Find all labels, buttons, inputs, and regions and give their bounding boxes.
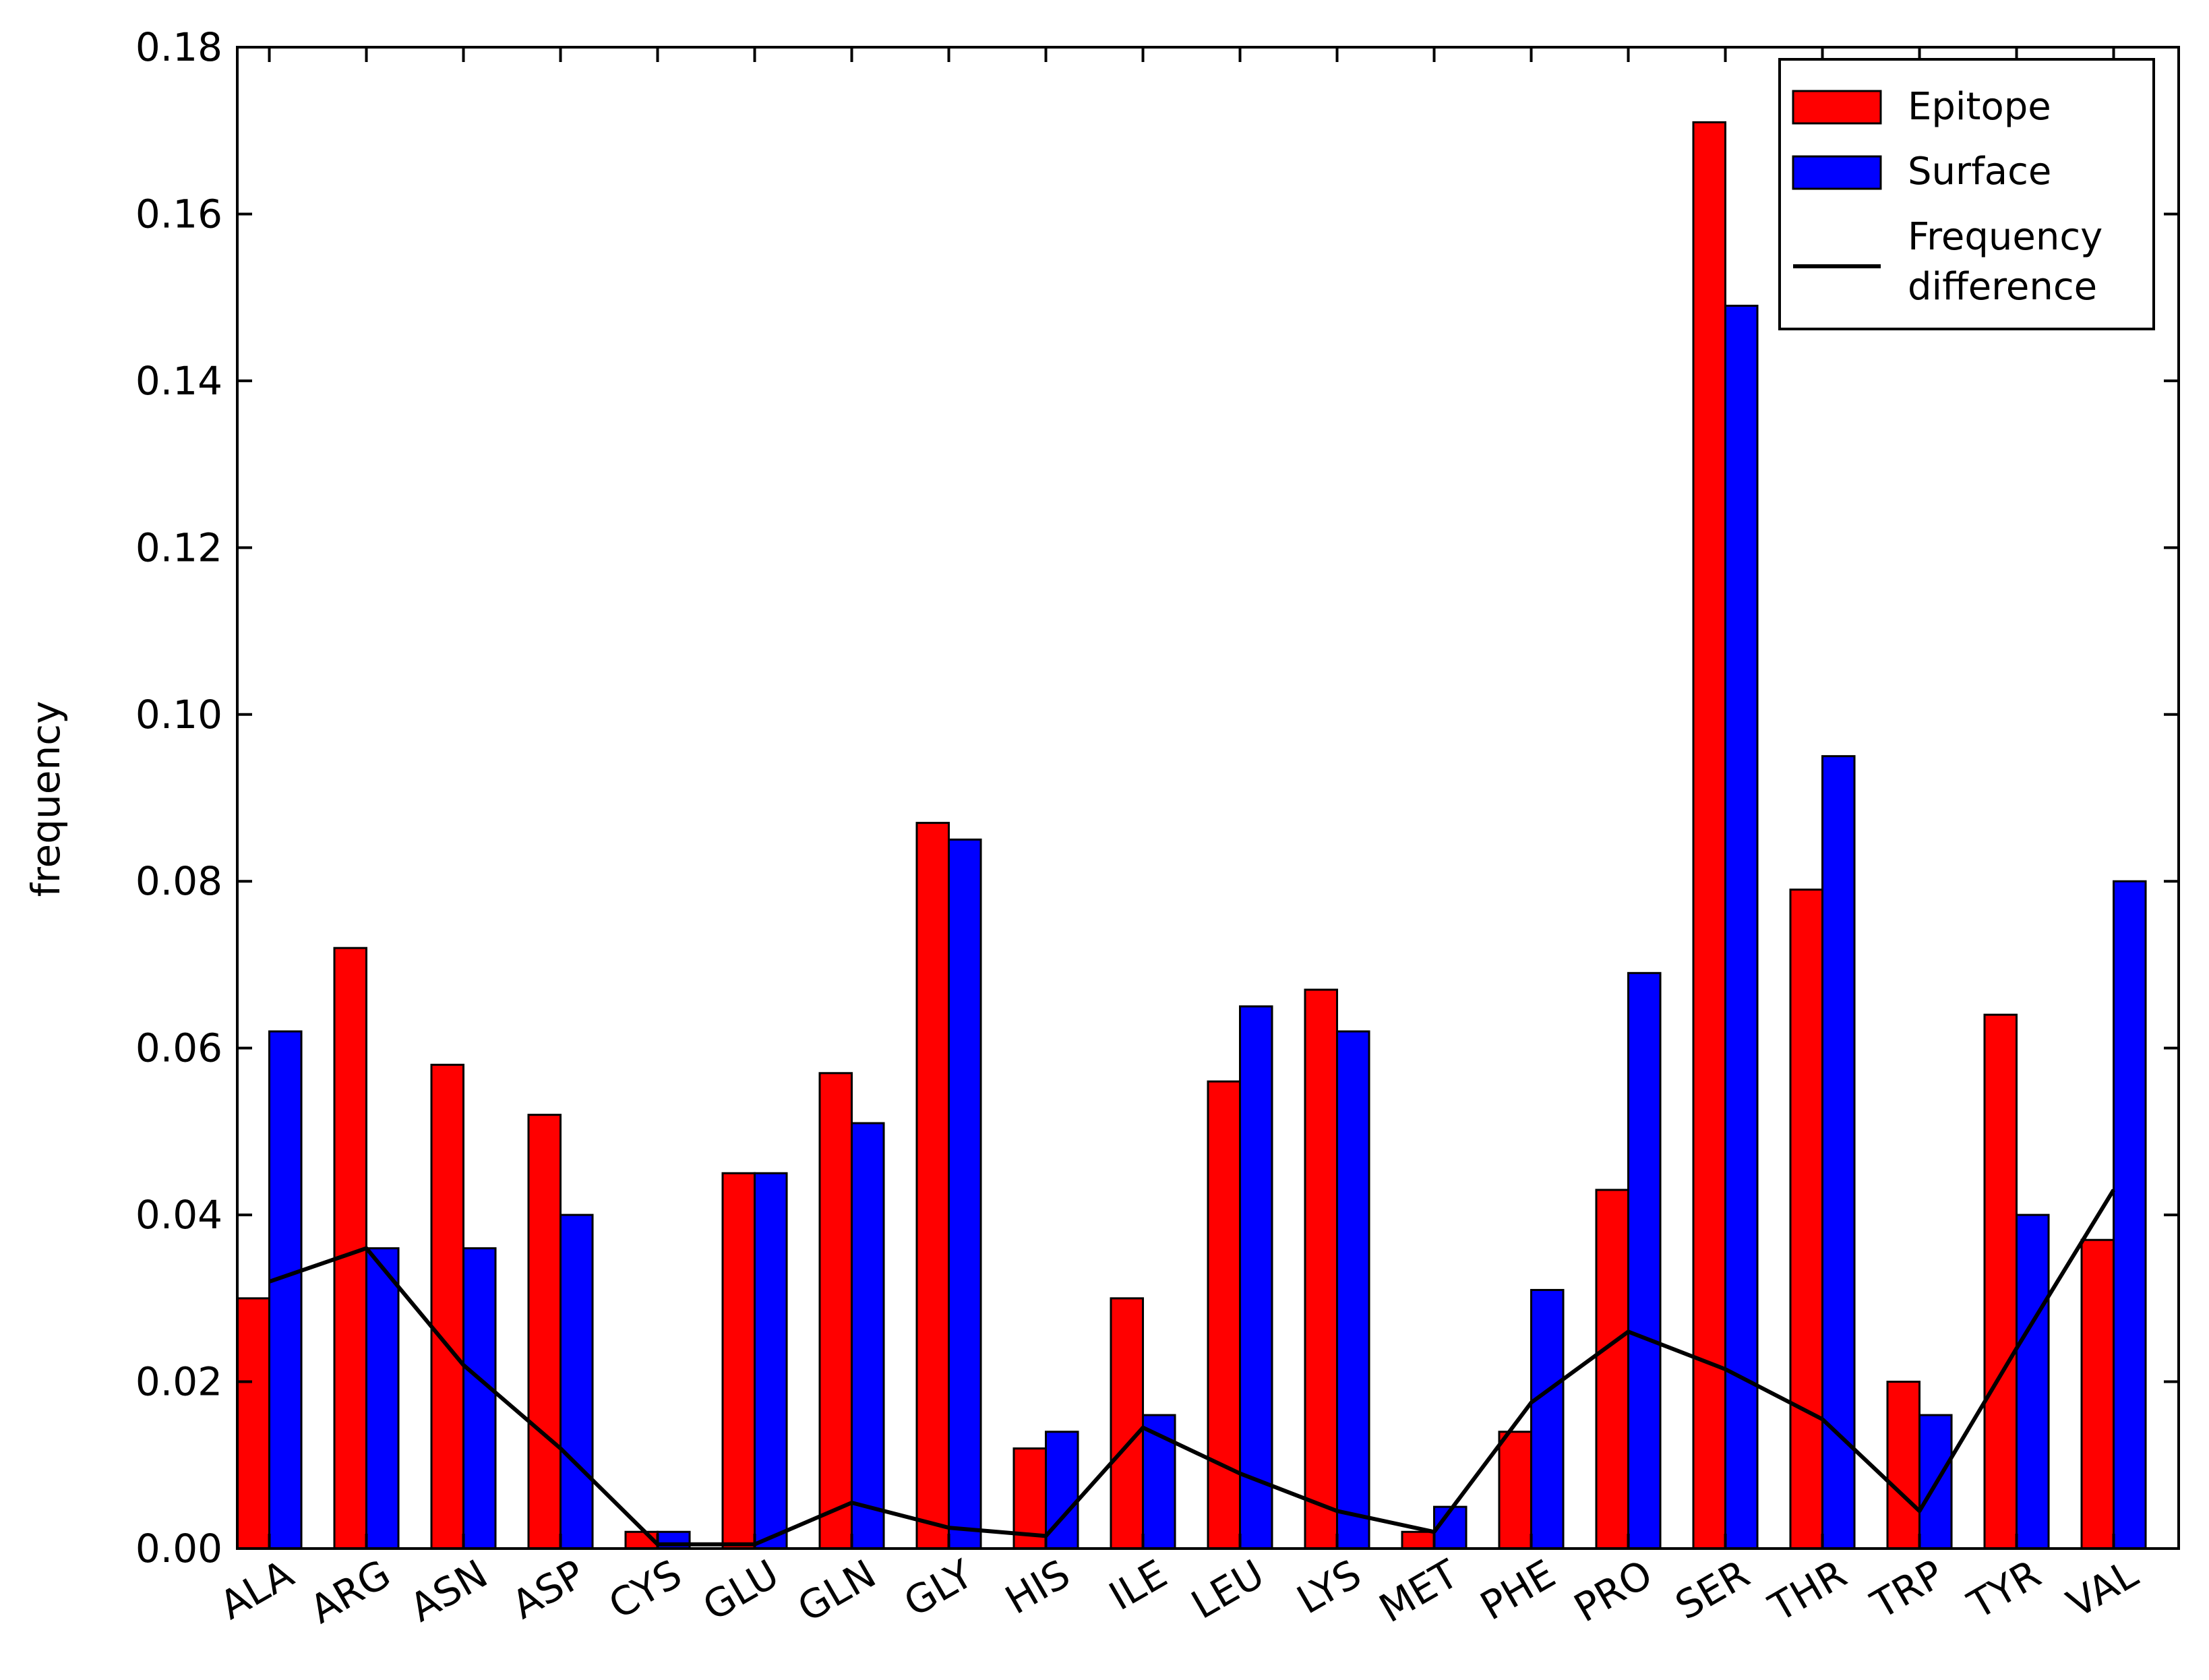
- bar-surface-tyr: [2016, 1213, 2050, 1550]
- bar-surface-thr: [1821, 755, 1856, 1550]
- bar-epitope-ala: [236, 1297, 271, 1550]
- y-tick-label-0.18: 0.18: [135, 24, 222, 70]
- legend-epitope-label: Epitope: [1908, 85, 2051, 129]
- bar-surface-phe: [1530, 1288, 1565, 1550]
- bar-surface-pro: [1627, 971, 1662, 1550]
- bar-surface-arg: [365, 1247, 400, 1550]
- bar-surface-glu: [754, 1172, 788, 1550]
- bar-epitope-gly: [915, 822, 950, 1550]
- legend-difference-label-line1: Frequency: [1908, 215, 2102, 259]
- bar-surface-gln: [851, 1122, 885, 1550]
- legend-surface-swatch: [1792, 155, 1882, 190]
- bar-surface-ser: [1724, 305, 1759, 1550]
- y-tick-label-0.06: 0.06: [135, 1025, 222, 1071]
- y-tick-label-0.02: 0.02: [135, 1359, 222, 1405]
- plot-frame: [236, 46, 2180, 1550]
- y-tick-label-0.14: 0.14: [135, 358, 222, 404]
- bar-epitope-gln: [818, 1072, 853, 1550]
- difference-line-layer: [268, 1189, 2116, 1547]
- y-tick-label-0.16: 0.16: [135, 191, 222, 237]
- bar-epitope-phe: [1498, 1431, 1533, 1550]
- line-frequency-difference: [268, 1189, 2116, 1547]
- bar-epitope-thr: [1789, 889, 1824, 1550]
- legend-surface-label: Surface: [1908, 150, 2051, 193]
- bar-epitope-asn: [430, 1063, 465, 1550]
- bar-epitope-ser: [1692, 121, 1727, 1550]
- y-tick-label-0.08: 0.08: [135, 858, 222, 904]
- bar-epitope-asp: [527, 1114, 562, 1550]
- y-tick-label-0.12: 0.12: [135, 524, 222, 570]
- bar-epitope-val: [2080, 1238, 2115, 1550]
- bar-surface-val: [2113, 880, 2147, 1550]
- bar-epitope-pro: [1595, 1189, 1630, 1550]
- legend-epitope-swatch: [1792, 90, 1882, 125]
- bars-layer: [236, 121, 2147, 1550]
- bar-surface-lys: [1336, 1030, 1370, 1550]
- bar-surface-ala: [268, 1030, 303, 1550]
- bar-epitope-met: [1401, 1530, 1436, 1550]
- bar-surface-gly: [948, 838, 982, 1550]
- bar-epitope-ile: [1110, 1297, 1145, 1550]
- y-tick-label-0.10: 0.10: [135, 692, 222, 738]
- bar-surface-asn: [462, 1247, 497, 1550]
- bar-epitope-lys: [1304, 988, 1339, 1550]
- bar-epitope-tyr: [1983, 1013, 2018, 1550]
- legend-difference-label: Frequency difference: [1908, 215, 2102, 309]
- legend: Epitope Surface Frequency difference: [1778, 58, 2155, 330]
- y-tick-label-0.04: 0.04: [135, 1192, 222, 1238]
- bar-epitope-glu: [721, 1172, 756, 1550]
- y-tick-label-0.00: 0.00: [135, 1526, 222, 1571]
- legend-difference-label-line2: difference: [1908, 265, 2097, 309]
- bar-surface-asp: [559, 1213, 594, 1550]
- bar-surface-leu: [1239, 1005, 1273, 1550]
- bar-epitope-trp: [1886, 1381, 1921, 1550]
- y-axis-label: frequency: [23, 701, 69, 897]
- bar-epitope-leu: [1207, 1080, 1242, 1550]
